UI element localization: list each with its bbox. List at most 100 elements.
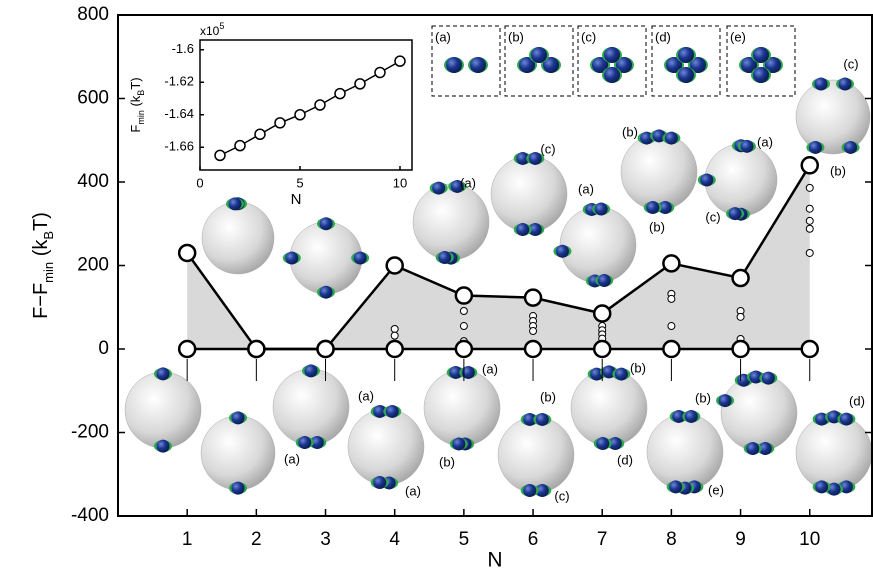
ligand — [678, 67, 694, 83]
structure-label: (b) — [508, 29, 524, 44]
x-tick-label: 8 — [666, 529, 677, 550]
structure-label: (e) — [730, 29, 746, 44]
point — [733, 270, 749, 286]
point — [802, 341, 818, 357]
ligand — [665, 132, 678, 145]
particle — [647, 414, 723, 490]
label-part: F — [128, 125, 143, 133]
structure-label: (c) — [540, 141, 555, 156]
point — [663, 341, 679, 357]
ligand — [753, 47, 769, 63]
ligand — [719, 394, 732, 407]
structure-label: (a) — [460, 175, 476, 190]
point — [387, 341, 403, 357]
structure-label: (d) — [655, 29, 671, 44]
ligand — [229, 197, 242, 210]
point — [525, 290, 541, 306]
ligand — [646, 201, 659, 214]
ligand — [762, 372, 775, 385]
x-tick-label: 10 — [393, 175, 407, 190]
x-tick-label: 6 — [528, 529, 539, 550]
structure-label: (a) — [405, 483, 421, 498]
structure-label: (d) — [617, 452, 633, 467]
ligand — [596, 437, 609, 450]
other-state — [668, 295, 675, 302]
y-axis-label: Fmin (kBT) — [128, 77, 146, 132]
point — [275, 118, 285, 128]
x-axis-label: N — [291, 191, 302, 208]
point — [255, 129, 265, 139]
point — [215, 150, 225, 160]
structure-label: (b) — [439, 454, 455, 469]
ligand — [432, 182, 445, 195]
point — [663, 255, 679, 271]
structure-label: (b) — [695, 390, 711, 405]
other-state — [806, 249, 813, 256]
ligand — [305, 364, 318, 377]
structure-label: (b) — [649, 219, 665, 234]
ligand — [740, 140, 753, 153]
ligand — [320, 217, 333, 230]
ligand — [815, 480, 828, 493]
x-tick-label: 1 — [182, 529, 193, 550]
inset-background — [200, 40, 412, 170]
particle — [796, 415, 872, 491]
x-tick-label: 2 — [251, 529, 262, 550]
y-tick-label: -1.62 — [164, 74, 194, 89]
y-tick-label: 0 — [98, 338, 109, 359]
point — [235, 141, 245, 151]
ligand — [531, 47, 547, 63]
point — [456, 341, 472, 357]
label-part: T) — [128, 77, 143, 89]
label-part: B — [41, 231, 56, 240]
point — [456, 288, 472, 304]
ligand — [446, 57, 462, 73]
ligand — [678, 47, 694, 63]
other-state — [391, 325, 398, 332]
ligand — [604, 67, 620, 83]
other-state — [806, 184, 813, 191]
ligand — [598, 274, 611, 287]
particle — [125, 372, 201, 448]
ligand — [298, 436, 311, 449]
y-tick-label: -1.64 — [164, 106, 194, 121]
particle — [202, 202, 274, 274]
x-tick-label: 5 — [459, 529, 470, 550]
particle — [348, 409, 424, 485]
label-part: min — [136, 110, 146, 125]
ligand — [753, 67, 769, 83]
ligand — [452, 437, 465, 450]
structure-label: (a) — [435, 29, 451, 44]
structure-label: (d) — [849, 393, 865, 408]
x-tick-label: 7 — [597, 529, 608, 550]
point — [318, 341, 334, 357]
x-tick-label: 9 — [735, 529, 746, 550]
ligand — [157, 440, 170, 453]
other-state — [391, 332, 398, 339]
point — [395, 56, 405, 66]
structure-label: (a) — [284, 451, 300, 466]
particle — [413, 184, 489, 260]
point — [802, 157, 818, 173]
x-tick-label: 3 — [320, 529, 331, 550]
ligand — [438, 251, 451, 264]
point — [375, 68, 385, 78]
ligand — [232, 411, 245, 424]
particle — [424, 370, 500, 446]
particle — [621, 134, 697, 210]
ligand — [685, 410, 698, 423]
y-tick-label: -400 — [71, 505, 109, 526]
particle — [201, 416, 275, 490]
x-axis-label: N — [487, 549, 502, 572]
point — [525, 341, 541, 357]
x-tick-label: 0 — [196, 175, 203, 190]
y-axis-label: F−Fmin (kBT) — [30, 212, 56, 319]
figure: (a)(c)(a)(b)(b)(a)(c)(c)(b)(a)(a)(a)(a)(… — [0, 0, 873, 574]
ligand — [232, 482, 245, 495]
particle — [498, 417, 574, 493]
y-tick-label: -200 — [71, 422, 109, 443]
ligand — [536, 413, 549, 426]
ligand — [809, 141, 822, 154]
other-state — [806, 205, 813, 212]
structure-label: (a) — [578, 181, 594, 196]
